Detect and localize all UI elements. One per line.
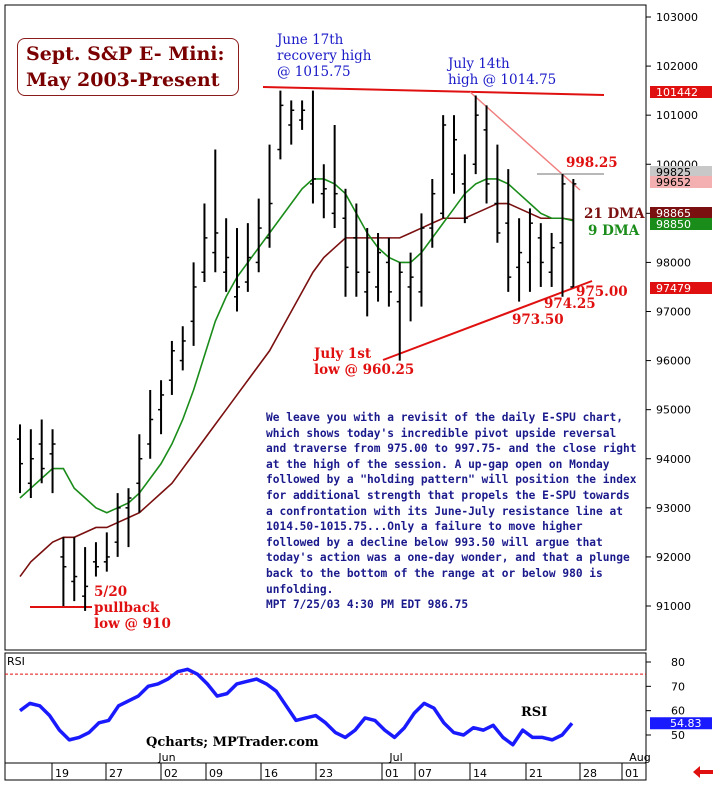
x-tick-label: 23 <box>319 767 333 780</box>
annotation-973: 973.50 <box>512 312 564 328</box>
price-y-tick-label: 92000 <box>656 551 691 564</box>
price-tag-bg <box>650 218 712 230</box>
annotation-june17-line1: June 17th recovery high @ 1015.75 <box>275 32 372 80</box>
trendlines <box>30 86 605 608</box>
annotation-974: 974.25 <box>544 296 596 312</box>
x-tick-label: 27 <box>109 767 123 780</box>
rsi-panel-frame <box>4 652 647 764</box>
price-bars <box>17 90 577 611</box>
price-y-tick-label: 97000 <box>656 306 691 319</box>
x-tick-label: 19 <box>55 767 69 780</box>
x-tick-label: 16 <box>264 767 278 780</box>
annotation-520-line: 5/20 <box>94 584 127 600</box>
annotation-july1: July 1st low @ 960.25 <box>313 346 414 378</box>
annotation-520: 5/20 pullback low @ 910 <box>94 584 171 632</box>
price-y-tick-label: 102000 <box>656 60 698 73</box>
ma9-path <box>19 178 574 514</box>
chart-title-line-1: Sept. S&P E- Mini: <box>26 43 225 65</box>
annotation-july14-line: high @ 1014.75 <box>448 72 556 88</box>
ma21-line <box>19 202 574 578</box>
ma9-line <box>19 178 574 514</box>
x-tick-label: 09 <box>209 767 223 780</box>
x-axis: 19 27 02 09 16 23 01 07 14 21 28 01 Jun Jul Aug <box>51 751 651 780</box>
rsi-panel-label: RSI <box>7 655 25 668</box>
rsi-y-tick-label: 50 <box>671 729 685 742</box>
x-month-label: Jun <box>157 751 175 764</box>
price-y-tick-label: 101000 <box>656 109 698 122</box>
x-tick-label: 01 <box>625 767 639 780</box>
rsi-y-tick-label: 70 <box>671 680 685 693</box>
price-y-tick-label: 95000 <box>656 404 691 417</box>
annotation-july14: July 14th high @ 1014.75 <box>446 56 556 88</box>
price-y-tick-label: 96000 <box>656 355 691 368</box>
commentary-box: We leave you with a revisit of the daily… <box>266 410 638 613</box>
price-tag-bg <box>650 207 712 219</box>
x-month-label: Aug <box>629 751 650 764</box>
x-tick-label: 07 <box>418 767 432 780</box>
price-y-tick-label: 93000 <box>656 502 691 515</box>
rsi-y-axis: 80 70 60 50 <box>646 656 685 742</box>
x-tick-label: 01 <box>385 767 399 780</box>
annotation-975: 975.00 <box>576 284 628 300</box>
rsi-last-tag-label: 54.83 <box>670 717 702 730</box>
annotation-9dma: 9 DMA <box>588 223 640 239</box>
annotation-21dma: 21 DMA <box>584 206 645 222</box>
price-tag-bg <box>650 282 712 294</box>
x-tick-label: 28 <box>583 767 597 780</box>
annotation-520-line: low @ 910 <box>94 616 171 632</box>
price-tag-label: 99652 <box>656 176 691 189</box>
price-tag-label: 98865 <box>656 207 691 220</box>
credit-text: Qcharts; MPTrader.com <box>146 735 319 750</box>
annotation-july1-line: July 1st <box>313 346 372 362</box>
annotation-998: 998.25 <box>566 155 618 171</box>
price-y-tick-label: 94000 <box>656 453 691 466</box>
x-axis-strip <box>4 762 647 781</box>
annotation-520-line: pullback <box>94 600 160 616</box>
price-tag-bg <box>650 176 712 188</box>
signature-text: MPT 7/25/03 4:30 PM EDT 986.75 <box>266 598 469 612</box>
x-tick-label: 02 <box>164 767 178 780</box>
rsi-y-tick-label: 80 <box>671 656 685 669</box>
annotation-july1-line: low @ 960.25 <box>314 362 414 378</box>
x-tick-label: 21 <box>529 767 543 780</box>
price-y-tick-label: 91000 <box>656 600 691 613</box>
rsi-plot: 54.83 <box>5 667 712 747</box>
commentary-text: We leave you with a revisit of the daily… <box>266 411 637 596</box>
support-line <box>382 280 593 361</box>
annotation-june17-line1-line: June 17th <box>275 32 344 48</box>
price-tag-bg <box>650 86 712 98</box>
price-tag-label: 101442 <box>656 86 698 99</box>
x-month-label: Jul <box>388 751 402 764</box>
price-tag-label: 98850 <box>656 218 691 231</box>
rsi-y-tick-label: 60 <box>671 705 685 718</box>
price-y-tick-label: 103000 <box>656 11 698 24</box>
annotation-july14-line: July 14th <box>446 56 510 72</box>
scroll-arrow-icon[interactable] <box>693 766 713 778</box>
x-tick-label: 14 <box>473 767 487 780</box>
resistance-line <box>262 86 605 96</box>
rsi-line <box>18 667 574 747</box>
rsi-last-tag-bg <box>650 717 712 730</box>
ma21-path <box>19 202 574 578</box>
annotation-june17-line1-line: recovery high <box>277 48 372 64</box>
annotations: June 17th recovery high @ 1015.75 July 14t… <box>94 32 645 632</box>
rsi-series-label: RSI <box>521 705 547 720</box>
price-tag-label: 99825 <box>656 166 691 179</box>
annotation-june17-line1-line: @ 1015.75 <box>277 64 351 80</box>
chart-title-line-2: May 2003-Present <box>26 69 220 91</box>
price-tag-label: 97479 <box>656 282 691 295</box>
price-panel-frame <box>4 4 647 651</box>
price-y-tick-label: 98000 <box>656 256 691 269</box>
price-tag-bg <box>650 166 712 178</box>
chart-title-box: Sept. S&P E- Mini: May 2003-Present <box>17 38 239 96</box>
